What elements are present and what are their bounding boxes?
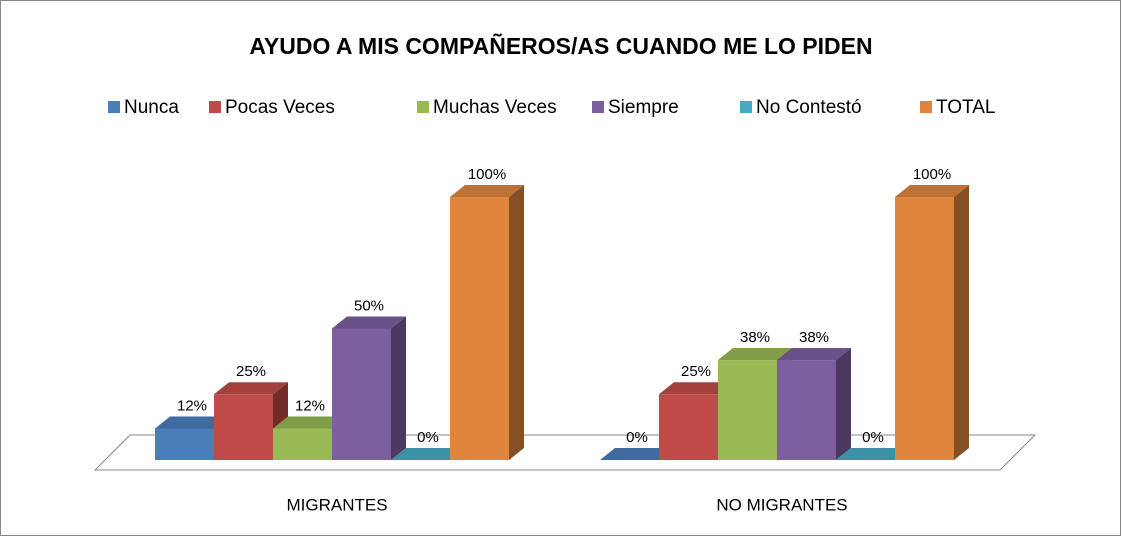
data-label: 50% xyxy=(354,297,384,314)
bar-top xyxy=(332,316,406,329)
legend-label: No Contestó xyxy=(756,97,862,118)
data-label: 38% xyxy=(740,329,770,346)
bar-top xyxy=(895,185,969,197)
legend-swatch xyxy=(740,101,752,113)
bar xyxy=(214,394,273,460)
bar-top xyxy=(600,448,674,460)
bar-side xyxy=(391,316,406,460)
bar-top xyxy=(836,448,910,460)
legend-swatch xyxy=(108,101,120,113)
bar-top xyxy=(155,416,229,429)
bar-top xyxy=(450,185,524,197)
bar xyxy=(273,428,332,460)
data-label: 0% xyxy=(417,429,439,446)
data-label: 25% xyxy=(681,363,711,380)
data-label: 12% xyxy=(295,397,325,414)
data-label: 38% xyxy=(799,329,829,346)
bar-side xyxy=(509,185,524,460)
bar-top xyxy=(718,348,792,361)
bar xyxy=(718,360,777,460)
bar xyxy=(777,360,836,460)
bar-top xyxy=(659,382,733,395)
legend-swatch xyxy=(417,101,429,113)
data-label: 0% xyxy=(626,429,648,446)
legend-label: Nunca xyxy=(124,97,179,118)
legend-swatch xyxy=(209,101,221,113)
bar-top xyxy=(214,382,288,395)
data-label: 25% xyxy=(236,363,266,380)
legend-swatch xyxy=(920,101,932,113)
chart-title: AYUDO A MIS COMPAÑEROS/AS CUANDO ME LO P… xyxy=(249,32,872,59)
legend-swatch xyxy=(592,101,604,113)
data-label: 0% xyxy=(862,429,884,446)
x-tick-label: NO MIGRANTES xyxy=(716,495,847,514)
bar xyxy=(155,428,214,460)
bar-top xyxy=(391,448,465,460)
bar xyxy=(332,328,391,460)
data-label: 12% xyxy=(177,397,207,414)
bar xyxy=(895,197,954,460)
bar-side xyxy=(954,185,969,460)
bar-top xyxy=(273,416,347,429)
legend-label: Pocas Veces xyxy=(225,97,335,118)
bar xyxy=(450,197,509,460)
legend-label: Muchas Veces xyxy=(433,97,557,118)
legend-label: Siempre xyxy=(608,97,679,118)
legend-label: TOTAL xyxy=(936,97,995,118)
data-label: 100% xyxy=(468,166,506,183)
bar-top xyxy=(777,348,851,361)
bar-side xyxy=(836,348,851,460)
x-tick-label: MIGRANTES xyxy=(286,495,387,514)
data-label: 100% xyxy=(913,166,951,183)
bar xyxy=(659,394,718,460)
